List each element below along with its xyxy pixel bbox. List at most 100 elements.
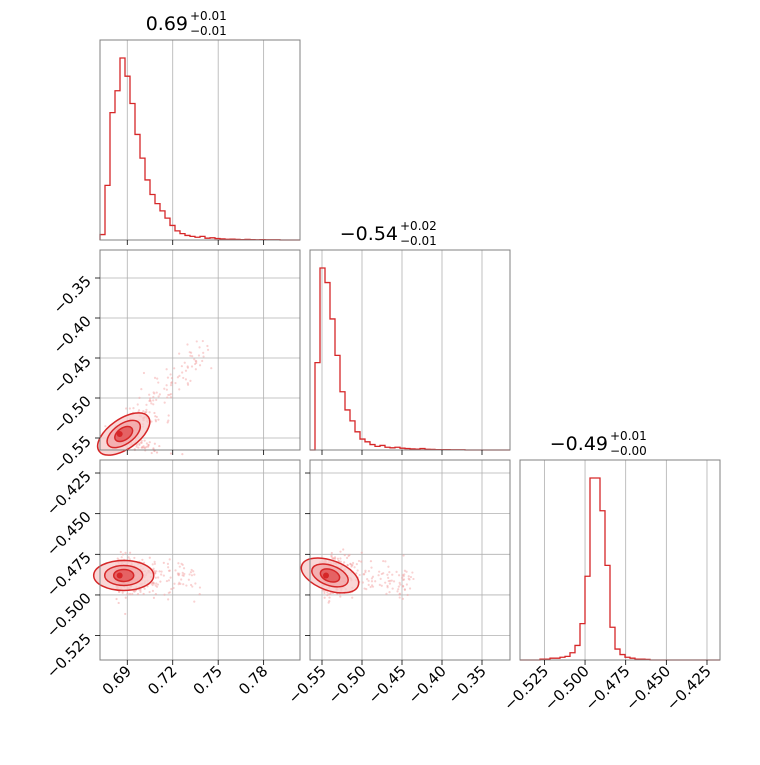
sample-point xyxy=(104,425,107,428)
panel-frame xyxy=(309,249,511,451)
sample-point xyxy=(117,590,121,593)
sample-point xyxy=(364,569,367,572)
sample-point xyxy=(192,570,195,573)
sample-point xyxy=(407,575,410,578)
sample-point xyxy=(178,374,181,377)
sample-point xyxy=(201,339,204,343)
sample-point xyxy=(382,559,385,563)
sample-point xyxy=(169,576,172,579)
panel-frame xyxy=(99,459,301,661)
sample-point xyxy=(154,418,157,421)
sample-point xyxy=(166,421,169,424)
sample-point xyxy=(406,593,409,597)
y-tick-label: −0.500 xyxy=(43,589,95,641)
sample-point xyxy=(387,576,390,579)
sample-point xyxy=(139,590,142,593)
sample-point xyxy=(185,584,188,587)
sample-point xyxy=(408,587,412,590)
sample-point xyxy=(145,403,148,406)
sample-point xyxy=(182,583,185,586)
sample-point xyxy=(409,575,413,579)
sample-point xyxy=(343,561,346,564)
sample-point xyxy=(157,576,160,579)
sample-point xyxy=(138,443,141,446)
sample-point xyxy=(187,578,190,581)
sample-point xyxy=(147,443,150,446)
y-tick-label: −0.40 xyxy=(50,312,95,357)
sample-point xyxy=(133,556,136,560)
sample-point xyxy=(182,567,186,570)
sample-point xyxy=(155,415,158,419)
sample-point xyxy=(389,579,392,582)
sample-point xyxy=(163,401,166,404)
x-tick-label: −0.475 xyxy=(582,662,634,714)
sample-point xyxy=(202,351,205,354)
sample-point xyxy=(403,588,407,591)
sample-point xyxy=(405,583,408,586)
sample-point xyxy=(330,551,333,555)
sample-point xyxy=(176,376,180,379)
sample-point xyxy=(326,594,329,597)
sample-point xyxy=(154,576,157,579)
sample-point xyxy=(165,384,168,387)
sample-point xyxy=(121,591,124,594)
sample-point xyxy=(402,578,405,581)
sample-point xyxy=(181,371,184,374)
sample-point xyxy=(323,589,326,593)
sample-point xyxy=(183,572,186,576)
x-tick-label: 0.72 xyxy=(144,662,180,698)
panel-title-lower: −0.01 xyxy=(400,234,437,248)
sample-point xyxy=(140,439,143,442)
sample-point xyxy=(124,596,127,599)
sample-point xyxy=(403,569,407,572)
sample-point xyxy=(189,583,193,587)
sample-point xyxy=(177,562,180,565)
sample-point xyxy=(143,587,146,590)
sample-point xyxy=(157,395,160,398)
sample-point xyxy=(153,411,156,415)
sample-point xyxy=(191,585,194,588)
sample-point xyxy=(162,561,165,564)
sample-point xyxy=(153,442,156,445)
sample-point xyxy=(140,388,143,391)
sample-point xyxy=(153,569,156,573)
sample-point xyxy=(349,562,352,565)
panel-title-value: −0.49 xyxy=(550,433,608,455)
sample-point xyxy=(137,409,141,412)
sample-point xyxy=(169,396,173,399)
sample-point xyxy=(152,391,155,394)
sample-point xyxy=(167,591,170,594)
panel-title-value: −0.54 xyxy=(340,223,398,245)
grid-lines xyxy=(310,460,510,660)
sample-point xyxy=(152,581,155,584)
panel-frame xyxy=(99,249,301,451)
panel-title-upper: +0.01 xyxy=(610,429,647,443)
sample-point xyxy=(395,570,398,573)
sample-point xyxy=(358,573,361,577)
sample-point xyxy=(184,378,188,381)
contour-level-3 xyxy=(114,425,134,443)
sample-point xyxy=(353,566,356,569)
sample-point xyxy=(181,571,184,574)
sample-point xyxy=(174,381,177,385)
x-tick-label: −0.55 xyxy=(285,662,330,707)
x-tick-label: 0.69 xyxy=(99,662,135,698)
sample-point xyxy=(361,581,365,584)
sample-point xyxy=(189,571,193,574)
sample-point xyxy=(391,587,394,590)
y-tick-label: −0.35 xyxy=(50,272,95,317)
sample-point xyxy=(407,577,410,580)
sample-point xyxy=(135,445,138,448)
sample-point xyxy=(135,443,139,446)
x-tick-label: −0.525 xyxy=(500,662,552,714)
sample-point xyxy=(169,384,173,387)
x-tick-label: 0.75 xyxy=(190,662,226,698)
sample-point xyxy=(180,365,183,368)
sample-point xyxy=(120,556,123,559)
sample-point xyxy=(399,583,402,586)
panel-frame xyxy=(519,459,721,661)
sample-point xyxy=(137,446,140,449)
sample-point xyxy=(371,575,375,578)
sample-point xyxy=(398,596,401,599)
sample-point xyxy=(148,393,151,396)
